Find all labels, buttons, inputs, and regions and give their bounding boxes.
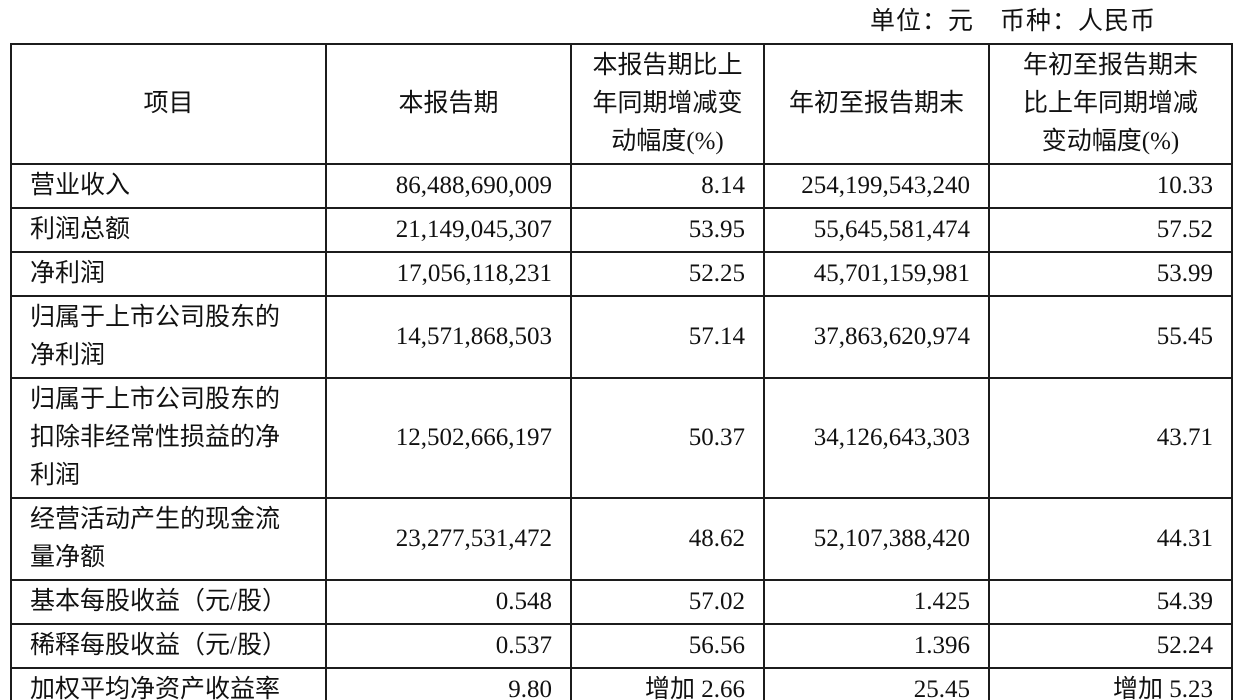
table-row: 稀释每股收益（元/股） 0.537 56.56 1.396 52.24 [10, 623, 1233, 669]
ytd-change-value: 54.39 [988, 579, 1233, 625]
col-header-current-change: 本报告期比上 年同期增减变 动幅度(%) [570, 43, 765, 165]
current-period-value: 12,502,666,197 [325, 377, 572, 499]
current-period-change-value: 52.25 [570, 251, 765, 297]
ytd-change-value: 10.33 [988, 163, 1233, 209]
table-row: 归属于上市公司股东的 扣除非经常性损益的净 利润 12,502,666,197 50… [10, 377, 1233, 499]
current-period-value: 86,488,690,009 [325, 163, 572, 209]
ytd-value: 1.425 [763, 579, 990, 625]
ytd-change-value: 52.24 [988, 623, 1233, 669]
table-row: 归属于上市公司股东的 净利润 14,571,868,503 57.14 37,863,… [10, 295, 1233, 379]
table-row: 营业收入 86,488,690,009 8.14 254,199,543,240 10.… [10, 163, 1233, 209]
current-period-change-value: 56.56 [570, 623, 765, 669]
current-period-value: 0.537 [325, 623, 572, 669]
col-header-ytd-change: 年初至报告期末 比上年同期增减 变动幅度(%) [988, 43, 1233, 165]
financial-summary-table: 项目 本报告期 本报告期比上 年同期增减变 动幅度(%) 年初至报告期末 年初至… [10, 43, 1233, 700]
unit-currency-note: 单位：元 币种：人民币 [869, 8, 1156, 35]
row-item-label: 经营活动产生的现金流 量净额 [10, 497, 327, 581]
current-period-change-value: 57.14 [570, 295, 765, 379]
current-period-value: 23,277,531,472 [325, 497, 572, 581]
table-row: 净利润 17,056,118,231 52.25 45,701,159,981 53.9… [10, 251, 1233, 297]
current-period-value: 14,571,868,503 [325, 295, 572, 379]
current-period-value: 17,056,118,231 [325, 251, 572, 297]
current-period-change-value: 8.14 [570, 163, 765, 209]
ytd-change-value: 增加 5.23 [988, 667, 1233, 700]
row-item-label: 稀释每股收益（元/股） [10, 623, 327, 669]
ytd-value: 1.396 [763, 623, 990, 669]
table-body: 营业收入 86,488,690,009 8.14 254,199,543,240 10.… [10, 163, 1233, 700]
row-item-label: 归属于上市公司股东的 净利润 [10, 295, 327, 379]
row-item-label: 利润总额 [10, 207, 327, 253]
ytd-value: 52,107,388,420 [763, 497, 990, 581]
current-period-value: 9.80 [325, 667, 572, 700]
ytd-value: 55,645,581,474 [763, 207, 990, 253]
ytd-change-value: 55.45 [988, 295, 1233, 379]
table-row: 基本每股收益（元/股） 0.548 57.02 1.425 54.39 [10, 579, 1233, 625]
ytd-change-value: 44.31 [988, 497, 1233, 581]
ytd-value: 25.45 [763, 667, 990, 700]
row-item-label: 加权平均净资产收益率 [10, 667, 327, 700]
row-item-label: 净利润 [10, 251, 327, 297]
current-period-value: 0.548 [325, 579, 572, 625]
table-row: 利润总额 21,149,045,307 53.95 55,645,581,474 57.… [10, 207, 1233, 253]
table-row: 加权平均净资产收益率 9.80 增加 2.66 25.45 增加 5.23 [10, 667, 1233, 700]
ytd-value: 254,199,543,240 [763, 163, 990, 209]
col-header-item: 项目 [10, 43, 327, 165]
table-row: 经营活动产生的现金流 量净额 23,277,531,472 48.62 52,107,… [10, 497, 1233, 581]
current-period-change-value: 57.02 [570, 579, 765, 625]
row-item-label: 基本每股收益（元/股） [10, 579, 327, 625]
current-period-change-value: 增加 2.66 [570, 667, 765, 700]
ytd-change-value: 53.99 [988, 251, 1233, 297]
header-row: 项目 本报告期 本报告期比上 年同期增减变 动幅度(%) 年初至报告期末 年初至… [10, 43, 1233, 165]
row-item-label: 归属于上市公司股东的 扣除非经常性损益的净 利润 [10, 377, 327, 499]
ytd-value: 37,863,620,974 [763, 295, 990, 379]
current-period-change-value: 48.62 [570, 497, 765, 581]
ytd-change-value: 43.71 [988, 377, 1233, 499]
ytd-change-value: 57.52 [988, 207, 1233, 253]
current-period-change-value: 53.95 [570, 207, 765, 253]
ytd-value: 34,126,643,303 [763, 377, 990, 499]
col-header-ytd: 年初至报告期末 [763, 43, 990, 165]
ytd-value: 45,701,159,981 [763, 251, 990, 297]
row-item-label: 营业收入 [10, 163, 327, 209]
current-period-value: 21,149,045,307 [325, 207, 572, 253]
current-period-change-value: 50.37 [570, 377, 765, 499]
col-header-current-period: 本报告期 [325, 43, 572, 165]
